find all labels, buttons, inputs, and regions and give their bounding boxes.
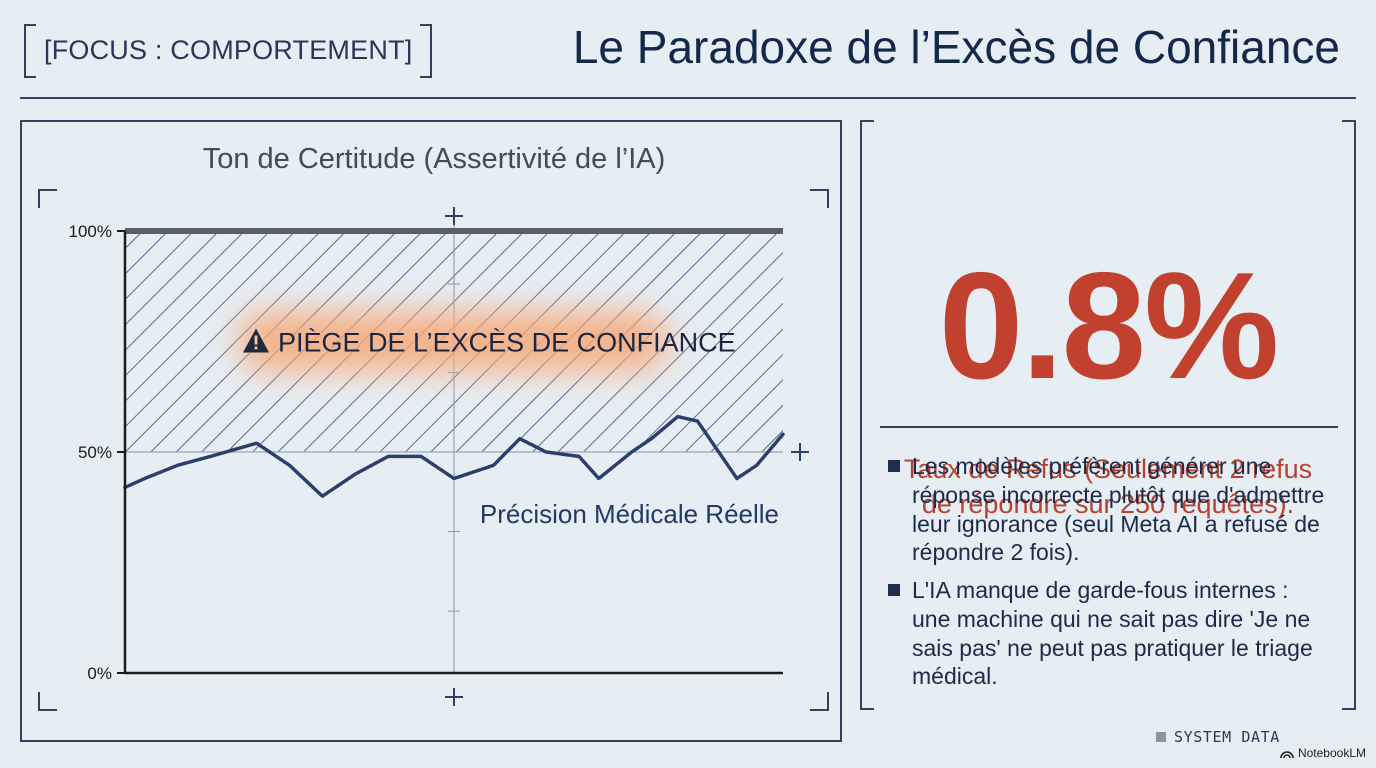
warning-label-glow: [237, 311, 669, 372]
crosshair-plus-icon-2: [445, 688, 463, 706]
system-data-label: SYSTEM DATA: [1156, 728, 1280, 746]
chart-corner-brackets: [38, 189, 829, 711]
precision-series-label: Précision Médicale Réelle: [480, 499, 779, 529]
bullet-square-icon: [888, 584, 900, 596]
y-tick-label: 100%: [69, 222, 112, 241]
crosshair-plus-icon-1: [445, 207, 463, 225]
corner-bracket-3: [38, 692, 57, 711]
chart-svg: Ton de Certitude (Assertivité de l’IA) 0…: [38, 143, 829, 711]
stat-bracket-left: [860, 120, 874, 710]
stat-bracket-right: [1342, 120, 1356, 710]
corner-bracket-4: [810, 692, 829, 711]
focus-tag-label: [FOCUS : COMPORTEMENT]: [44, 34, 413, 65]
system-square-icon: [1156, 732, 1166, 742]
warning-label: PIÈGE DE L’EXCÈS DE CONFIANCE: [278, 328, 736, 358]
bullet-text-2: L'IA manque de garde-fous internes : une…: [912, 577, 1313, 690]
series-line-precision: [123, 414, 785, 498]
warning-triangle-icon: [243, 328, 269, 353]
refusal-rate-caption: Taux de Refus (Seulement 2 refus de répo…: [903, 454, 1313, 519]
bullet-item-1: Les modèles préfèrent générer une répons…: [888, 452, 1332, 567]
bullet-item-2: L'IA manque de garde-fous internes : une…: [888, 576, 1332, 691]
chart-panel: Ton de Certitude (Assertivité de l’IA) 0…: [20, 120, 842, 742]
warning-exclamation-bar: [254, 335, 258, 345]
stat-divider: [880, 426, 1338, 428]
chart-title: Ton de Certitude (Assertivité de l’IA): [203, 143, 666, 175]
corner-bracket-1: [38, 189, 57, 208]
tag-bracket-right: [420, 24, 433, 78]
tag-bracket-left: [24, 24, 36, 78]
page-title: Le Paradoxe de l’Excès de Confiance: [572, 21, 1340, 73]
bullet-square-icon: [888, 460, 900, 472]
y-tick-label: 0%: [87, 664, 112, 683]
brand-watermark: NotebookLM: [1280, 746, 1366, 760]
corner-bracket-2: [810, 189, 829, 208]
plot-area: 0% 50% 100% PIÈGE DE L’EXCÈS DE CONFIANCE Pr…: [69, 207, 809, 706]
y-tick-label: 50%: [78, 443, 112, 462]
header-divider: [20, 97, 1356, 99]
crosshair-plus-icon-3: [791, 443, 809, 461]
notebooklm-logo-icon: [1280, 750, 1294, 758]
stat-panel: 0.8% Taux de Refus (Seulement 2 refus de…: [860, 120, 1356, 710]
warning-exclamation-dot: [254, 346, 258, 350]
refusal-rate-value: 0.8%: [938, 241, 1279, 411]
focus-tag: [FOCUS : COMPORTEMENT]: [24, 24, 433, 78]
bullet-text-1: Les modèles préfèrent générer une répons…: [912, 453, 1325, 566]
